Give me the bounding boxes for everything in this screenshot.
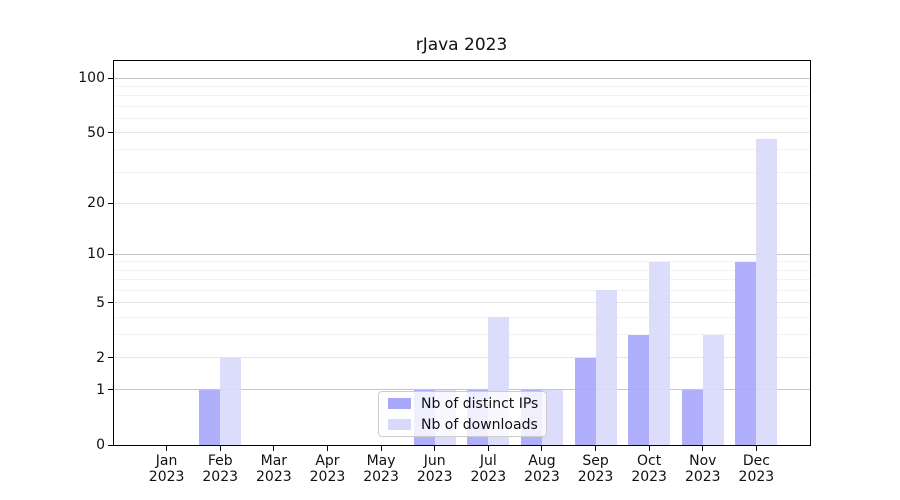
x-tick-label-May: May 2023 <box>363 453 399 485</box>
legend-item-label: Nb of distinct IPs <box>421 395 539 412</box>
x-tick-label-Aug: Aug 2023 <box>524 453 560 485</box>
gridline-5 <box>113 302 810 304</box>
y-tick-mark-20 <box>108 202 113 204</box>
y-tick-label-2: 2 <box>96 349 105 366</box>
gridline-minor-40 <box>113 149 810 151</box>
y-tick-mark-2 <box>108 357 113 359</box>
x-tick-mark-Dec <box>755 446 757 451</box>
bar-downloads-Oct <box>649 261 671 445</box>
y-tick-mark-5 <box>108 302 113 304</box>
gridline-minor-3 <box>113 334 810 336</box>
legend: Nb of distinct IPs Nb of downloads <box>378 391 547 437</box>
y-tick-label-1: 1 <box>96 381 105 398</box>
y-tick-label-5: 5 <box>96 294 105 311</box>
bar-downloads-Nov <box>702 334 724 445</box>
x-tick-mark-May <box>380 446 382 451</box>
x-tick-label-Jun: Jun 2023 <box>416 453 453 485</box>
bar-distinct-ips-Oct <box>628 334 650 445</box>
gridline-100 <box>113 77 810 79</box>
gridline-50 <box>113 132 810 133</box>
legend-item-0: Nb of distinct IPs <box>388 394 539 413</box>
gridline-minor-90 <box>113 85 810 87</box>
y-tick-mark-10 <box>108 253 113 255</box>
x-tick-mark-Jan <box>166 446 168 451</box>
y-tick-mark-0 <box>108 444 113 446</box>
bar-distinct-ips-Nov <box>681 389 703 445</box>
y-tick-label-100: 100 <box>78 70 105 87</box>
x-tick-mark-Apr <box>326 446 328 451</box>
x-tick-label-Nov: Nov 2023 <box>684 453 721 485</box>
gridline-minor-7 <box>113 279 810 281</box>
x-tick-label-Feb: Feb 2023 <box>202 453 239 485</box>
bar-downloads-Aug <box>541 389 563 445</box>
x-tick-mark-Nov <box>702 446 704 451</box>
gridline-minor-60 <box>113 117 810 119</box>
x-tick-mark-Jun <box>434 446 436 451</box>
y-tick-label-20: 20 <box>87 195 105 212</box>
y-tick-label-10: 10 <box>87 246 105 263</box>
gridline-minor-8 <box>113 269 810 271</box>
x-tick-label-Apr: Apr 2023 <box>309 453 346 485</box>
x-tick-mark-Feb <box>219 446 221 451</box>
x-tick-label-Jan: Jan 2023 <box>148 453 185 485</box>
y-tick-mark-100 <box>108 77 113 79</box>
gridline-minor-70 <box>113 105 810 107</box>
x-tick-label-Mar: Mar 2023 <box>256 453 292 485</box>
x-tick-mark-Mar <box>273 446 275 451</box>
bar-downloads-Sep <box>595 290 617 445</box>
gridline-minor-30 <box>113 171 810 173</box>
legend-swatch-icon <box>388 398 411 409</box>
chart-title: rJava 2023 <box>415 35 508 55</box>
legend-swatch-icon <box>388 419 411 430</box>
gridline-minor-4 <box>113 316 810 318</box>
bar-downloads-Feb <box>220 357 242 445</box>
x-tick-label-Dec: Dec 2023 <box>738 453 775 485</box>
x-tick-label-Sep: Sep 2023 <box>577 453 614 485</box>
gridline-minor-9 <box>113 261 810 263</box>
y-tick-label-50: 50 <box>87 124 105 141</box>
gridline-2 <box>113 357 810 359</box>
bar-distinct-ips-Sep <box>574 357 596 445</box>
x-tick-mark-Oct <box>648 446 650 451</box>
x-tick-label-Oct: Oct 2023 <box>631 453 667 485</box>
gridline-20 <box>113 202 810 204</box>
gridline-minor-80 <box>113 95 810 97</box>
y-tick-mark-1 <box>108 389 113 391</box>
y-tick-mark-50 <box>108 132 113 133</box>
legend-item-label: Nb of downloads <box>421 416 538 433</box>
x-tick-mark-Sep <box>595 446 597 451</box>
legend-item-1: Nb of downloads <box>388 415 538 434</box>
x-tick-mark-Jul <box>487 446 489 451</box>
gridline-10 <box>113 253 810 255</box>
bar-downloads-Dec <box>756 139 778 445</box>
bar-distinct-ips-Dec <box>735 261 757 445</box>
x-tick-label-Jul: Jul 2023 <box>470 453 507 485</box>
y-tick-label-0: 0 <box>96 437 105 453</box>
bar-distinct-ips-Feb <box>199 389 221 445</box>
gridline-1 <box>113 389 810 391</box>
gridline-minor-6 <box>113 289 810 291</box>
x-tick-mark-Aug <box>541 446 543 451</box>
